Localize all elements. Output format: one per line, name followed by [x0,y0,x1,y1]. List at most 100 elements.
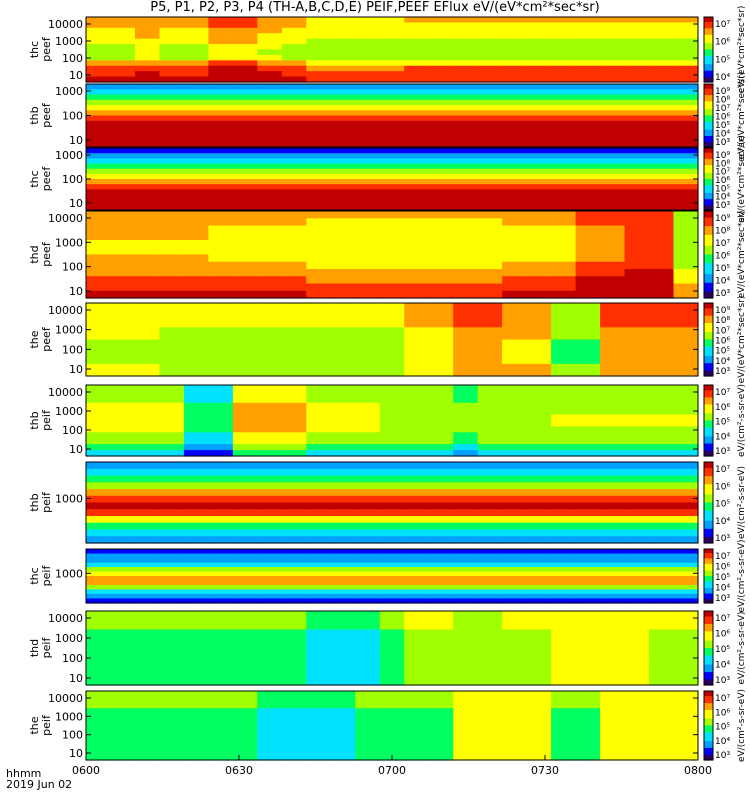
heatmap-cell [134,549,161,555]
heatmap-cell [110,22,136,29]
heatmap-cell [208,89,234,96]
colorbar-stop [704,160,713,163]
heatmap-cell [453,339,479,347]
heatmap-cell [134,76,161,83]
heatmap-cell [159,420,185,428]
heatmap-cell [86,290,112,299]
colorbar-stop [704,339,713,342]
colorbar-stop [704,232,713,236]
heatmap-cell [526,110,552,117]
heatmap-cell [575,65,601,72]
heatmap-cell [600,623,626,631]
heatmap-cell [379,158,405,165]
heatmap-cell [110,714,136,721]
heatmap-cell [575,158,601,165]
heatmap-cell [159,315,185,322]
colorbar-stop [704,701,713,704]
heatmap-cell [502,232,528,241]
heatmap-cell [453,315,479,322]
heatmap-cell [306,654,332,661]
heatmap-cell [428,283,454,292]
heatmap-cell [110,153,136,159]
heatmap-cell [477,489,503,497]
heatmap-cell [86,737,112,744]
heatmap-cell [600,49,626,56]
heatmap-cell [575,402,601,410]
heatmap-cell [600,269,626,277]
heatmap-cell [600,725,626,732]
heatmap-cell [404,571,430,577]
heatmap-cell [551,173,577,180]
colorbar-stop [704,175,713,179]
heatmap-cell [232,696,258,704]
heatmap-cell [159,184,185,190]
colorbar-stop [704,118,713,121]
heatmap-cell [183,363,209,371]
colorbar-stop [704,711,713,715]
heatmap-cell [134,148,161,154]
heatmap-cell [453,184,479,190]
heatmap-cell [502,345,528,353]
heatmap-cell [110,173,136,180]
heatmap-cell [428,163,454,170]
heatmap-cell [208,22,234,29]
heatmap-cell [306,396,332,404]
heatmap-cell [453,617,479,624]
colorbar-stop [704,278,713,282]
heatmap-cell [453,345,479,353]
heatmap-cell [355,261,381,270]
heatmap-cell [257,580,283,586]
heatmap-cell [281,672,307,680]
heatmap-cell [208,189,234,196]
heatmap-cell [355,333,381,341]
heatmap-cell [649,589,675,595]
heatmap-cell [526,666,552,674]
heatmap-cell [624,438,650,445]
heatmap-cell [624,420,650,428]
heatmap-cell [379,629,405,637]
heatmap-cell [428,189,454,196]
heatmap-cell [551,225,577,234]
heatmap-cell [306,549,332,555]
heatmap-cell [624,654,650,661]
colorbar-stop [704,524,713,528]
heatmap-cell [281,94,307,101]
heatmap-cell [159,719,185,727]
heatmap-cell [232,163,258,170]
heatmap-cell [306,571,332,577]
heatmap-cell [428,617,454,624]
colorbar-tick-label: 10³ [715,289,730,299]
heatmap-cell [453,204,479,211]
heatmap-cell [134,432,161,439]
heatmap-cell [551,691,577,698]
heatmap-cell [624,408,650,416]
heatmap-cell [502,321,528,328]
heatmap-cell [575,660,601,668]
heatmap-cell [624,516,650,524]
heatmap-cell [600,163,626,170]
colorbar-stop [704,44,713,47]
heatmap-cell [379,115,405,122]
colorbar-stop [704,633,713,636]
heatmap-cell [551,110,577,117]
heatmap-cell [649,269,675,277]
heatmap-cell [453,232,479,241]
heatmap-cell [673,598,699,604]
colorbar-stop [704,590,713,593]
heatmap-cell [110,629,136,637]
heatmap-cell [502,17,528,24]
heatmap-cell [257,576,283,582]
heatmap-cell [232,611,258,618]
heatmap-cell [183,84,209,90]
heatmap-cell [306,585,332,591]
heatmap-cell [330,84,356,90]
heatmap-cell [575,309,601,316]
heatmap-cell [428,363,454,371]
heatmap-cell [649,678,675,686]
heatmap-cell [477,611,503,618]
heatmap-cell [649,27,675,34]
heatmap-cell [575,558,601,564]
heatmap-cell [575,254,601,263]
